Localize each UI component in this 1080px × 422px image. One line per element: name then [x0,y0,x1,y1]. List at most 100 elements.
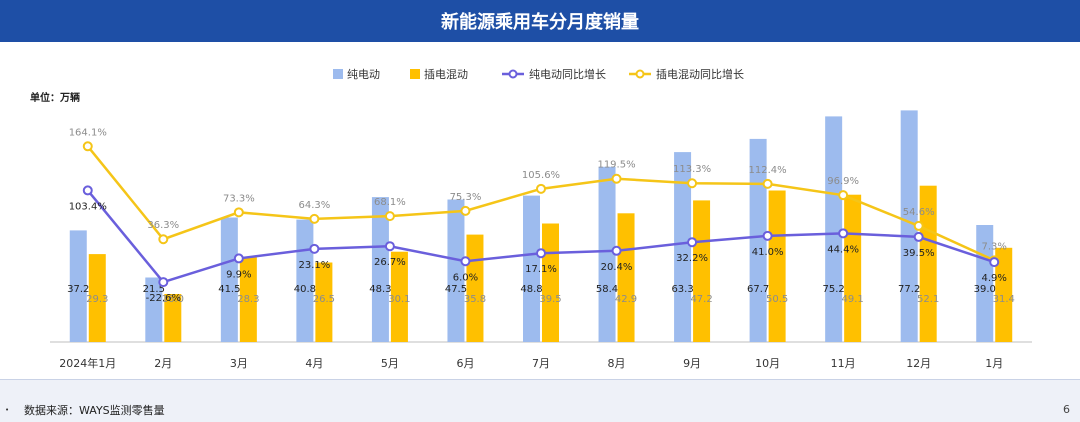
legend-label: 插电混动同比增长 [656,67,744,81]
marker-phev-yoy [82,141,93,152]
data-label-phev: 39.5 [539,294,561,305]
marker-bev-yoy [309,243,320,254]
data-label-phev: 26.5 [313,294,335,305]
data-label-bev-yoy: 39.5% [903,248,935,259]
bar-bev [371,197,389,342]
data-label-bev-yoy: 103.4% [69,201,107,212]
x-tick-label: 3月 [230,357,248,370]
bar-bev [674,152,692,342]
data-label-phev-yoy: 105.6% [522,170,560,181]
x-tick-label: 10月 [755,357,780,370]
marker-bev-yoy [989,257,1000,268]
marker-phev-yoy [309,213,320,224]
x-tick-label: 2月 [154,357,172,370]
footer-bullet: • [5,406,10,414]
data-label-bev: 47.5 [445,284,467,295]
marker-bev-yoy [158,277,169,288]
x-tick-label: 7月 [532,357,550,370]
bar-phev [617,213,635,342]
bar-bev [447,199,465,342]
bar-phev [239,257,257,342]
data-label-bev: 40.8 [294,284,316,295]
marker-phev-yoy [762,178,773,189]
marker-bev-yoy [460,256,471,267]
data-label-bev-yoy: 20.4% [601,262,633,273]
x-tick-label: 5月 [381,357,399,370]
data-label-bev-yoy: 32.2% [676,253,708,264]
data-label-phev-yoy: 75.3% [450,192,482,203]
bar-phev [542,223,559,342]
bar-phev [164,294,182,342]
marker-bev-yoy [536,248,546,259]
marker-bev-yoy [913,231,924,242]
data-label-bev-yoy: 17.1% [525,264,557,275]
data-label-phev: 30.1 [388,294,410,305]
data-label-bev: 48.3 [369,284,391,295]
bar-bev [296,219,314,342]
data-label-phev: 47.2 [690,294,712,305]
data-label-bev: 77.2 [898,284,920,295]
data-label-bev-yoy: 9.9% [226,269,251,280]
data-label-bev-yoy: -22.6% [146,293,181,304]
data-label-bev: 21.5 [143,284,165,295]
x-tick-label: 2024年1月 [59,356,116,370]
marker-phev-yoy [611,173,622,184]
bar-bev [825,116,843,343]
legend-marker-纯电动同比增长 [508,69,518,79]
page-number: 6 [1063,403,1070,416]
data-label-phev-yoy: 7.3% [982,241,1007,252]
data-label-phev: 35.8 [464,294,486,305]
bar-bev [523,195,540,342]
data-label-phev-yoy: 36.3% [147,220,179,231]
bar-phev [768,190,786,342]
legend-swatch-插电混动 [410,69,420,79]
bar-bev [69,230,87,342]
marker-phev-yoy [687,178,698,189]
x-tick-label: 1月 [985,357,1003,370]
data-label-phev-yoy: 73.3% [223,193,255,204]
chart-title-bar: 新能源乘用车分月度销量 [0,0,1080,42]
data-label-phev-yoy: 112.4% [749,165,787,176]
bar-bev [900,110,918,343]
bar-phev [88,254,106,342]
data-label-bev: 39.0 [974,284,996,295]
chart-svg: 单位：万辆 纯电动 插电混动 纯电动同比增长 插电混动同比增长 2024年1月 2月 3月 4月… [30,67,1032,370]
data-label-bev: 48.8 [520,284,542,295]
marker-bev-yoy [233,253,244,264]
data-label-bev: 75.2 [823,284,845,295]
bar-phev [466,234,484,342]
data-label-bev-yoy: 26.7% [374,257,406,268]
data-label-phev: 52.1 [917,294,939,305]
x-tick-label: 8月 [608,357,626,370]
marker-phev-yoy [838,190,849,201]
legend-label: 插电混动 [424,67,468,81]
marker-bev-yoy [687,237,698,248]
data-label-phev: 50.5 [766,294,788,305]
bar-phev [919,185,937,342]
legend-marker-插电混动同比增长 [635,69,645,79]
data-label-phev-yoy: 54.6% [903,207,935,218]
marker-bev-yoy [82,185,93,196]
data-label-phev: 28.3 [237,294,259,305]
x-tick-label: 11月 [831,357,856,370]
marker-bev-yoy [762,230,773,241]
x-tick-label: 12月 [906,357,931,370]
data-label-bev: 67.7 [747,284,769,295]
marker-bev-yoy [384,241,395,252]
bar-bev [598,166,616,342]
bar-phev [315,262,333,342]
legend-label: 纯电动 [347,68,380,81]
chart-title: 新能源乘用车分月度销量 [441,12,639,33]
marker-phev-yoy [536,183,546,194]
data-label-bev-yoy: 4.9% [982,273,1007,284]
marker-bev-yoy [838,228,849,239]
bar-phev [390,251,408,342]
data-label-bev: 37.2 [67,284,89,295]
data-label-bev-yoy: 6.0% [453,272,478,283]
legend-label: 纯电动同比增长 [529,67,606,81]
x-tick-label: 6月 [456,357,474,370]
data-label-phev-yoy: 113.3% [673,164,711,175]
marker-phev-yoy [384,211,395,222]
marker-phev-yoy [460,205,471,216]
data-label-phev: 16.0 [162,294,184,305]
